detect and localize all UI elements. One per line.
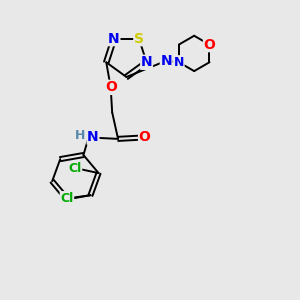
Text: N: N [160,54,172,68]
Text: Cl: Cl [68,162,82,175]
Text: O: O [139,130,151,144]
Text: Cl: Cl [60,192,74,205]
Text: H: H [75,129,85,142]
Text: O: O [203,38,215,52]
Text: S: S [134,32,144,46]
Text: N: N [108,32,120,46]
Text: N: N [174,56,184,69]
Text: N: N [141,55,152,69]
Text: N: N [87,130,99,144]
Text: O: O [105,80,117,94]
